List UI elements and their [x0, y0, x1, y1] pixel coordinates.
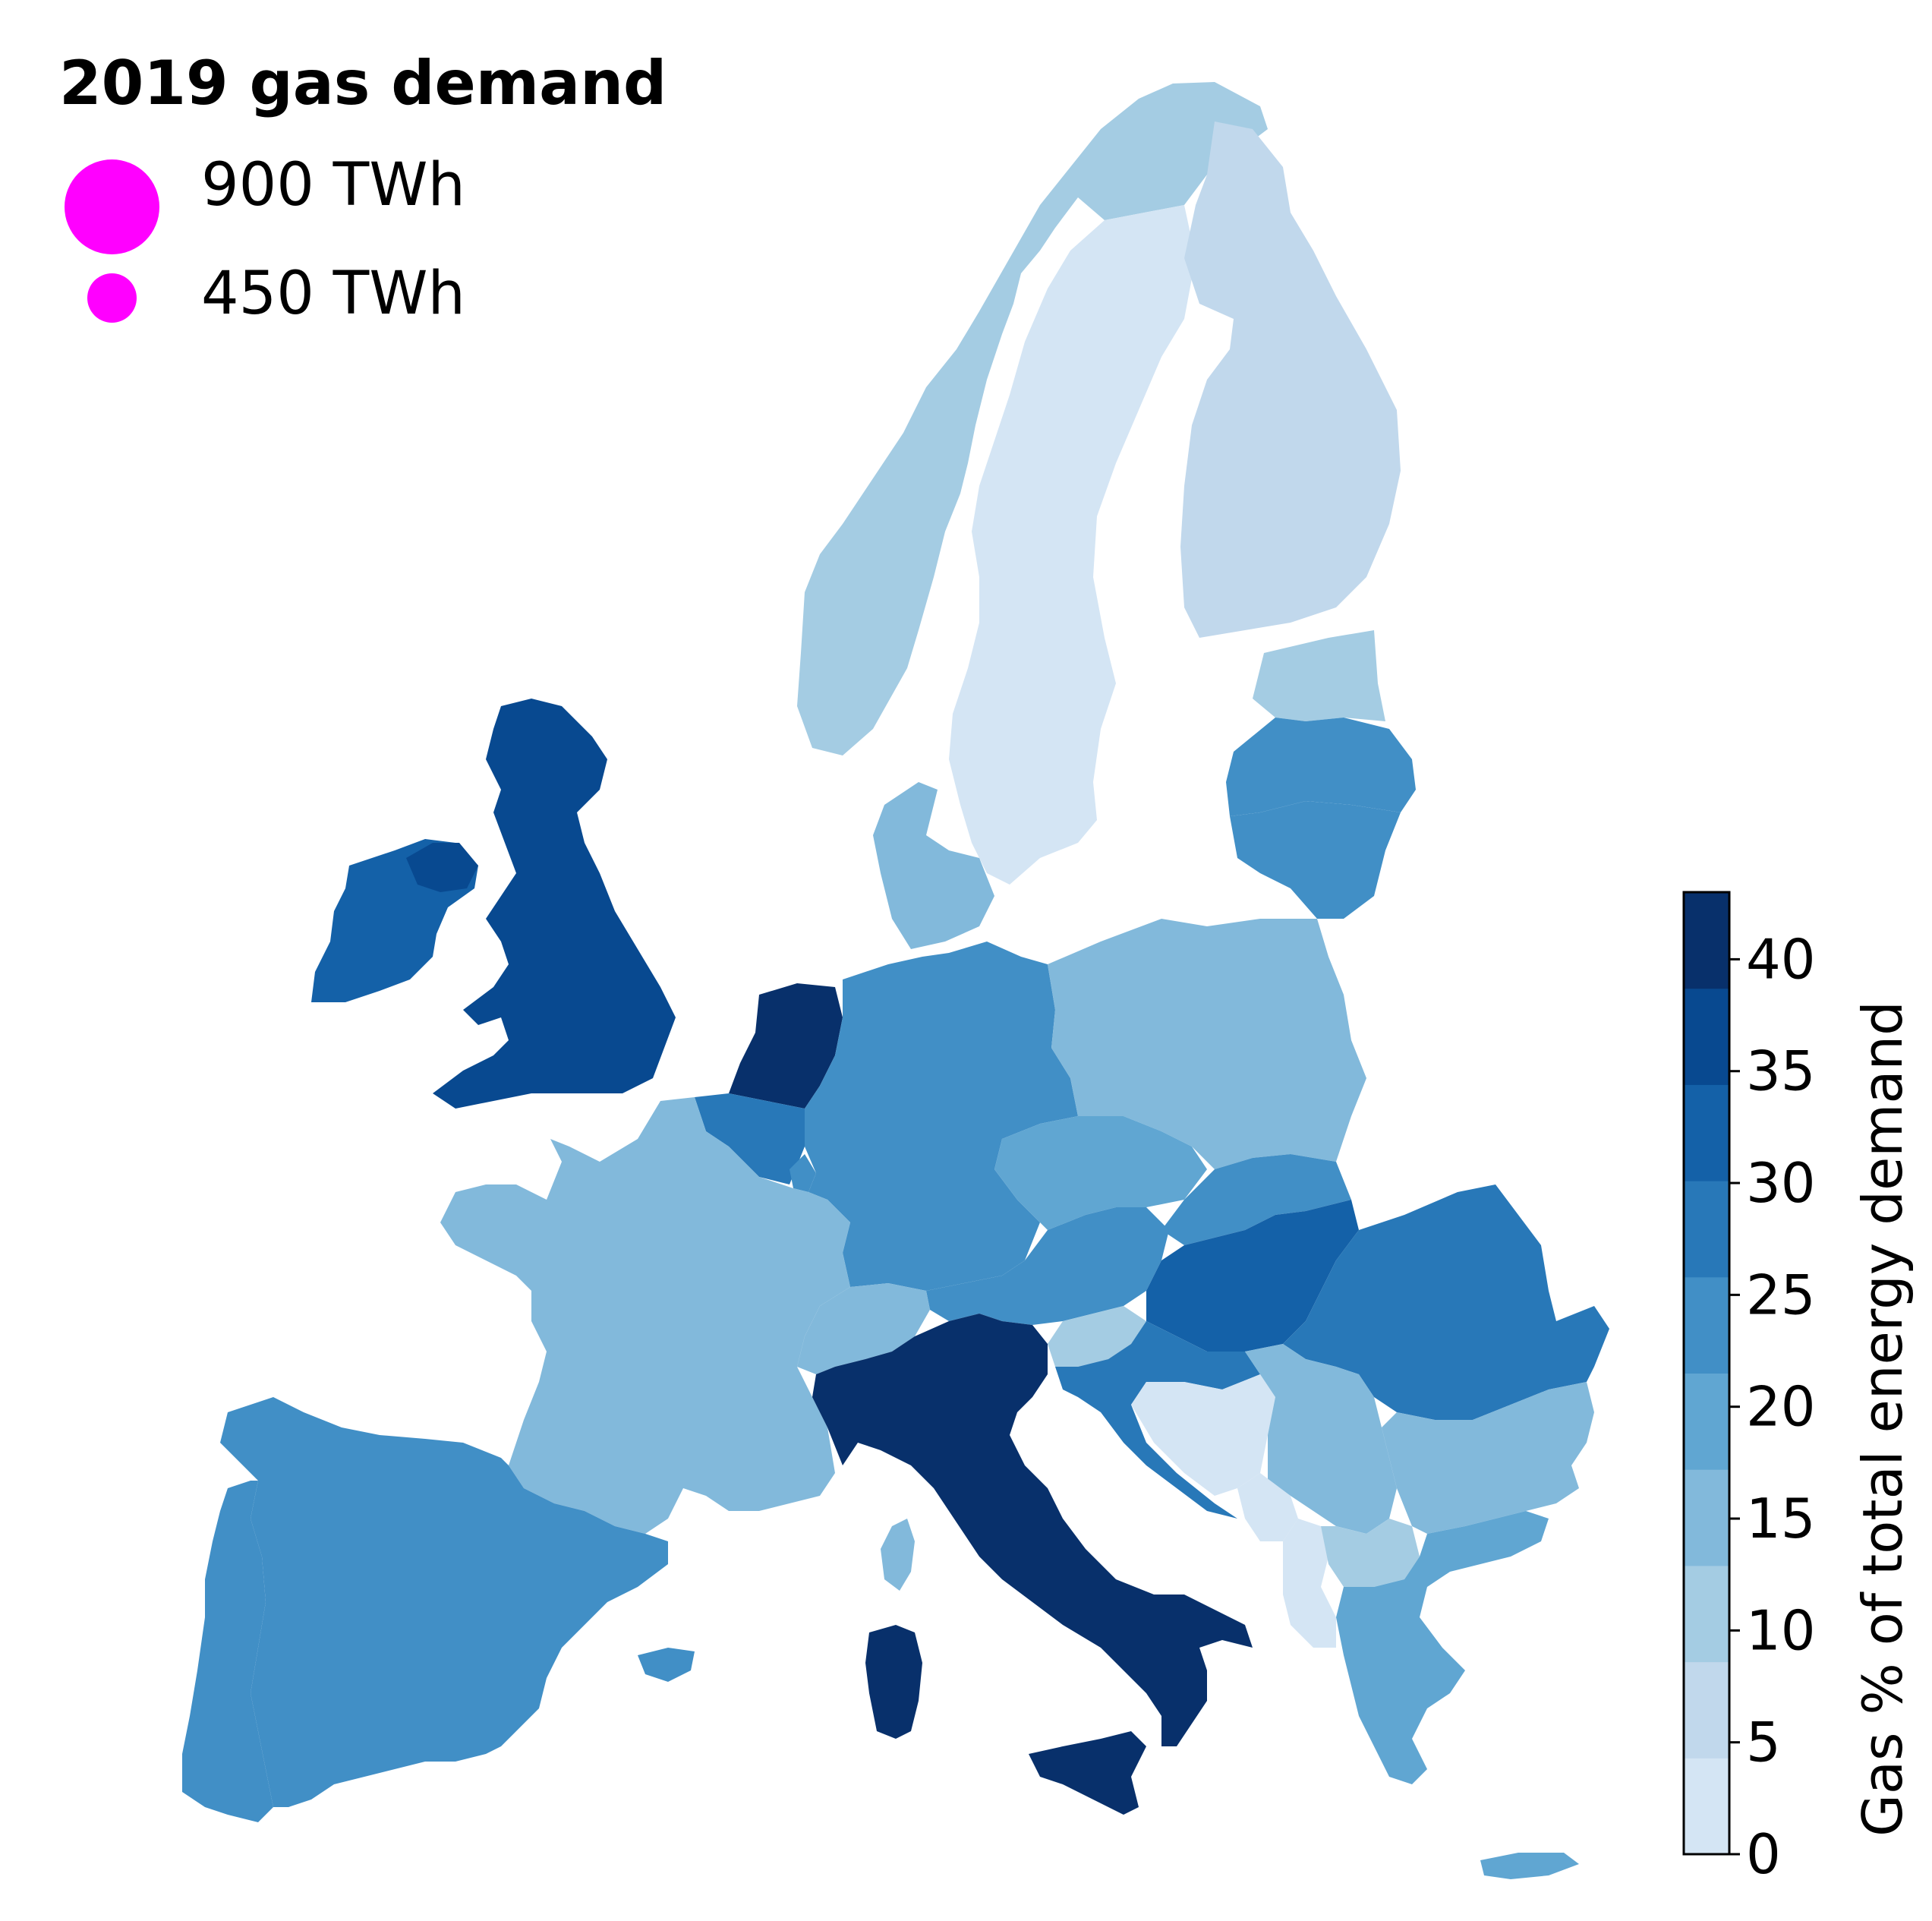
- colorbar-frame: [1682, 891, 1731, 1856]
- region-corsica: [881, 1519, 915, 1591]
- colorbar-label: Gas % of total energy demand: [1851, 1001, 1915, 1837]
- legend-marker-large: [65, 159, 159, 254]
- colorbar-tick-label-6: 30: [1746, 1151, 1816, 1215]
- region-croatia: [1055, 1321, 1260, 1519]
- colorbar: 0 5 10 15 20 25 30 35 40 Gas % of total energy de…: [1682, 891, 1915, 1886]
- region-romania: [1283, 1184, 1609, 1420]
- region-austria: [926, 1207, 1169, 1325]
- region-germany: [805, 942, 1078, 1291]
- region-italy: [812, 1314, 1253, 1746]
- region-luxembourg: [790, 1154, 816, 1192]
- colorbar-bin-2: [1684, 1565, 1729, 1663]
- region-north-macedonia: [1321, 1519, 1420, 1587]
- region-switzerland: [797, 1283, 930, 1374]
- region-norway: [797, 82, 1268, 755]
- region-crete: [1480, 1853, 1579, 1879]
- colorbar-tick-label-8: 40: [1746, 927, 1816, 991]
- colorbar-bin-4: [1684, 1373, 1729, 1470]
- region-denmark: [873, 782, 994, 949]
- region-albania: [1283, 1519, 1336, 1648]
- region-estonia: [1253, 630, 1385, 721]
- region-greece: [1336, 1511, 1549, 1784]
- colorbar-bin-7: [1684, 1084, 1729, 1181]
- colorbar-bin-9: [1684, 892, 1729, 989]
- colorbar-bin-5: [1684, 1276, 1729, 1374]
- region-hungary: [1146, 1200, 1359, 1352]
- region-sardinia: [865, 1625, 922, 1739]
- region-portugal: [182, 1481, 273, 1822]
- region-spain: [220, 1397, 668, 1807]
- colorbar-tick-label-2: 10: [1746, 1598, 1816, 1662]
- colorbar-tick-label-1: 5: [1746, 1711, 1781, 1774]
- region-poland: [1048, 919, 1366, 1169]
- colorbar-bin-1: [1684, 1661, 1729, 1759]
- region-finland: [1180, 121, 1401, 638]
- legend-label-small: 450 TWh: [201, 260, 465, 328]
- colorbar-tick-label-3: 15: [1746, 1487, 1816, 1550]
- colorbar-tick-label-4: 20: [1746, 1375, 1816, 1439]
- region-balearic-islands: [638, 1648, 695, 1682]
- legend-label-large: 900 TWh: [201, 151, 465, 219]
- region-france: [440, 1097, 850, 1534]
- region-serbia: [1245, 1344, 1397, 1534]
- region-montenegro: [1237, 1473, 1298, 1541]
- region-northern-ireland: [406, 843, 478, 892]
- colorbar-bin-0: [1684, 1758, 1729, 1855]
- colorbar-bin-3: [1684, 1469, 1729, 1566]
- region-czechia: [994, 1116, 1207, 1230]
- region-sicily: [1029, 1731, 1146, 1815]
- region-bulgaria: [1382, 1382, 1594, 1534]
- region-belgium: [695, 1093, 805, 1184]
- region-united-kingdom: [433, 699, 676, 1109]
- region-netherlands: [729, 983, 843, 1109]
- region-latvia: [1226, 718, 1416, 816]
- legend-title: 2019 gas demand: [59, 48, 667, 118]
- colorbar-tick-label-7: 35: [1746, 1039, 1816, 1103]
- legend-marker-small: [87, 273, 137, 323]
- region-bosnia: [1131, 1374, 1275, 1496]
- colorbar-bin-6: [1684, 1181, 1729, 1278]
- region-lithuania: [1230, 801, 1401, 919]
- region-sweden: [949, 205, 1196, 885]
- region-slovakia: [1161, 1154, 1351, 1245]
- colorbar-bin-8: [1684, 988, 1729, 1085]
- region-slovenia: [1048, 1306, 1146, 1367]
- colorbar-tick-label-5: 25: [1746, 1263, 1816, 1326]
- colorbar-tick-label-0: 0: [1746, 1822, 1781, 1886]
